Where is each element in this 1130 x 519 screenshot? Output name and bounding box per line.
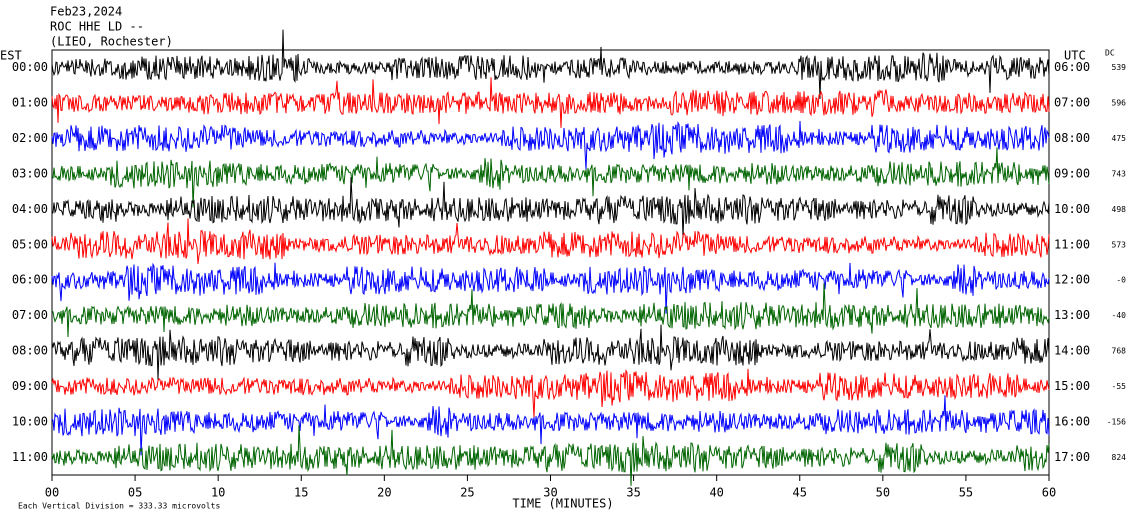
dc-label: 573: [1112, 240, 1127, 249]
x-tick-label: 50: [876, 486, 890, 500]
trace: [51, 218, 1050, 265]
utc-label: 15:00: [1054, 379, 1090, 393]
dc-label: -55: [1112, 382, 1127, 391]
est-label: 00:00: [12, 60, 48, 74]
est-label: 09:00: [12, 379, 48, 393]
x-tick-label: 15: [294, 486, 308, 500]
est-label: 11:00: [12, 450, 48, 464]
trace: [51, 29, 1050, 100]
trace: [51, 324, 1050, 380]
dc-label: 743: [1112, 169, 1127, 178]
dc-label: 824: [1112, 453, 1127, 462]
trace: [51, 283, 1050, 338]
dc-label: 475: [1112, 134, 1127, 143]
trace: [51, 120, 1050, 170]
utc-label: 14:00: [1054, 344, 1090, 358]
est-label: 08:00: [12, 344, 48, 358]
x-tick-label: 60: [1042, 486, 1056, 500]
trace: [51, 395, 1050, 456]
dc-label: -40: [1112, 311, 1127, 320]
dc-label: 596: [1112, 99, 1127, 108]
dc-label: 498: [1112, 205, 1127, 214]
dc-label: 539: [1112, 63, 1127, 72]
trace: [51, 368, 1050, 418]
utc-label: 11:00: [1054, 237, 1090, 251]
est-label: 07:00: [12, 308, 48, 322]
est-label: 05:00: [12, 237, 48, 251]
header-station: ROC HHE LD --: [50, 20, 144, 34]
trace: [51, 177, 1050, 239]
x-tick-label: 05: [128, 486, 142, 500]
est-label: 10:00: [12, 414, 48, 428]
utc-label: 09:00: [1054, 166, 1090, 180]
est-title: EST: [0, 49, 22, 63]
x-tick-label: 40: [709, 486, 723, 500]
trace: [51, 77, 1050, 128]
est-label: 06:00: [12, 273, 48, 287]
dc-label: 768: [1112, 347, 1127, 356]
est-label: 03:00: [12, 166, 48, 180]
dc-label: -156: [1107, 417, 1126, 426]
x-tick-label: 30: [543, 486, 557, 500]
dc-label: -0: [1116, 276, 1126, 285]
footer: Each Vertical Division = 333.33 microvol…: [18, 502, 220, 511]
est-label: 01:00: [12, 96, 48, 110]
plot-frame: [51, 49, 1050, 476]
x-tick-label: 35: [626, 486, 640, 500]
dc-title: DC: [1105, 49, 1115, 58]
x-tick-label: 45: [793, 486, 807, 500]
x-tick-label: 00: [45, 486, 59, 500]
est-label: 04:00: [12, 202, 48, 216]
x-tick-label: 25: [460, 486, 474, 500]
header-date: Feb23,2024: [50, 5, 122, 19]
x-tick-label: 10: [211, 486, 225, 500]
utc-label: 17:00: [1054, 450, 1090, 464]
utc-label: 16:00: [1054, 414, 1090, 428]
x-tick-label: 20: [377, 486, 391, 500]
x-axis-title: TIME (MINUTES): [512, 497, 613, 511]
trace: [51, 262, 1050, 314]
x-tick-label: 55: [959, 486, 973, 500]
trace: [51, 147, 1050, 208]
est-label: 02:00: [12, 131, 48, 145]
utc-label: 06:00: [1054, 60, 1090, 74]
trace: [51, 424, 1050, 486]
utc-title: UTC: [1064, 49, 1086, 63]
utc-label: 10:00: [1054, 202, 1090, 216]
utc-label: 13:00: [1054, 308, 1090, 322]
utc-label: 08:00: [1054, 131, 1090, 145]
utc-label: 07:00: [1054, 96, 1090, 110]
utc-label: 12:00: [1054, 273, 1090, 287]
header-location: (LIEO, Rochester): [50, 35, 173, 49]
